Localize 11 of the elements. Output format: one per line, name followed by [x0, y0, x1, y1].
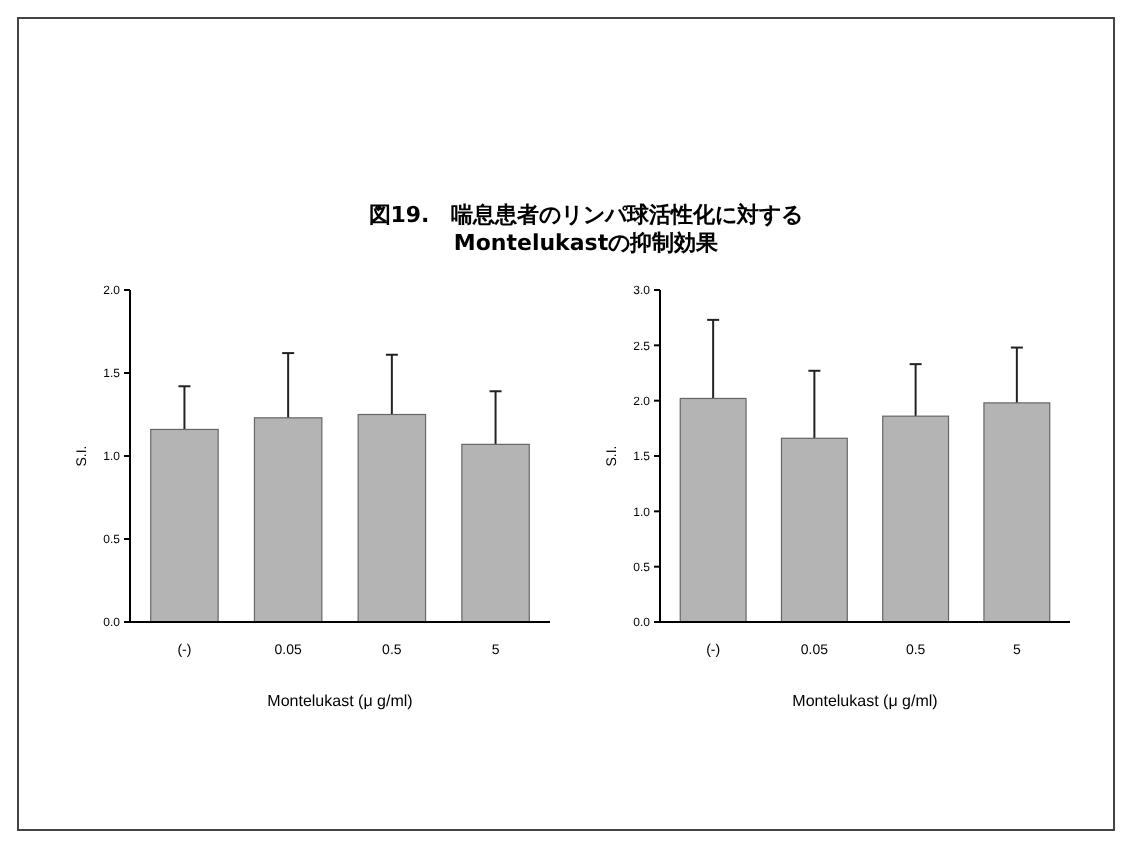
bar [882, 415, 950, 623]
x-axis-title: Montelukast (μ g/ml) [792, 692, 939, 710]
x-axis-title: Montelukast (μ g/ml) [267, 692, 414, 710]
bar [679, 397, 747, 623]
bar [357, 413, 427, 623]
bar [461, 443, 530, 623]
bar [253, 417, 323, 623]
bar [983, 402, 1051, 623]
bar [780, 437, 848, 623]
bar [150, 428, 219, 623]
chart-title: 図19. 喘息患者のリンパ球活性化に対する Montelukastの抑制効果 [368, 202, 804, 256]
